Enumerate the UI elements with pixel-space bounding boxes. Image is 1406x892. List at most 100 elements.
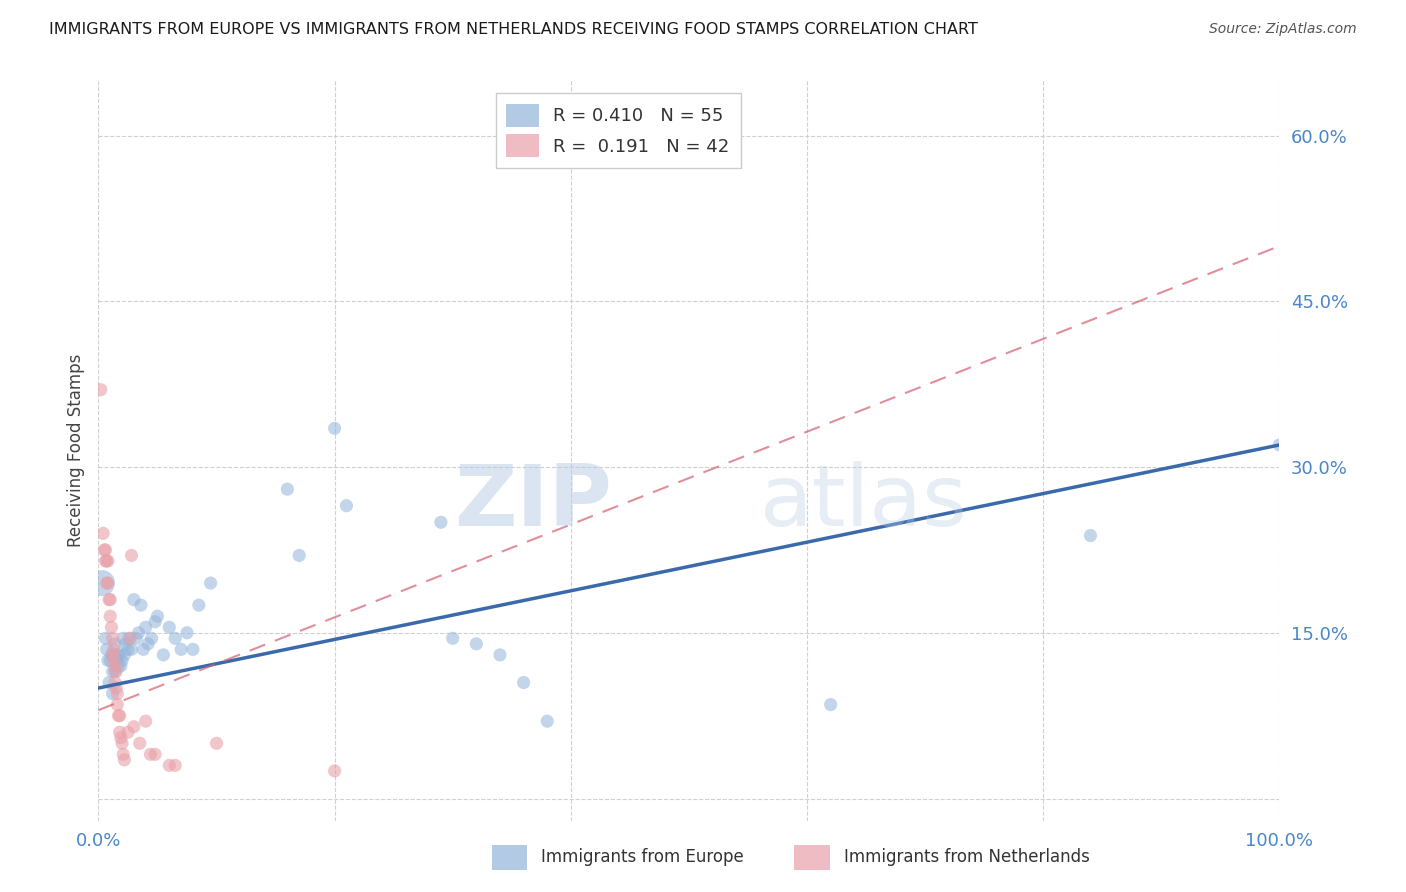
- Point: [112, 753, 135, 767]
- Text: atlas: atlas: [759, 461, 967, 544]
- Point: [97, 554, 120, 568]
- Point: [335, 499, 357, 513]
- Point: [187, 598, 209, 612]
- Point: [110, 731, 132, 745]
- Point: [139, 747, 162, 762]
- Point: [105, 698, 128, 712]
- Point: [112, 747, 135, 762]
- Point: [820, 698, 842, 712]
- Point: [536, 714, 558, 729]
- Point: [1080, 528, 1102, 542]
- Point: [430, 516, 453, 530]
- Point: [136, 637, 159, 651]
- Point: [165, 632, 187, 646]
- Point: [96, 554, 118, 568]
- Point: [108, 725, 131, 739]
- Point: [489, 648, 512, 662]
- Point: [97, 576, 120, 591]
- Point: [276, 482, 298, 496]
- Point: [94, 542, 117, 557]
- Point: [128, 736, 150, 750]
- Text: IMMIGRANTS FROM EUROPE VS IMMIGRANTS FROM NETHERLANDS RECEIVING FOOD STAMPS CORR: IMMIGRANTS FROM EUROPE VS IMMIGRANTS FRO…: [49, 22, 979, 37]
- Point: [105, 653, 128, 667]
- Point: [107, 659, 129, 673]
- Point: [122, 720, 145, 734]
- Point: [135, 620, 157, 634]
- Point: [108, 648, 131, 662]
- Point: [132, 642, 155, 657]
- Point: [323, 421, 346, 435]
- Y-axis label: Receiving Food Stamps: Receiving Food Stamps: [66, 354, 84, 547]
- Point: [93, 542, 115, 557]
- Point: [91, 526, 114, 541]
- Point: [101, 687, 124, 701]
- Text: Immigrants from Netherlands: Immigrants from Netherlands: [844, 848, 1090, 866]
- Point: [114, 637, 136, 651]
- Point: [157, 758, 180, 772]
- Point: [181, 642, 204, 657]
- Point: [121, 549, 143, 563]
- Point: [108, 708, 131, 723]
- Point: [288, 549, 311, 563]
- Point: [100, 620, 122, 634]
- Point: [128, 625, 150, 640]
- Point: [146, 609, 169, 624]
- Point: [1268, 438, 1291, 452]
- Point: [104, 637, 127, 651]
- Point: [122, 592, 145, 607]
- Point: [104, 659, 127, 673]
- Point: [98, 592, 121, 607]
- Point: [100, 648, 122, 662]
- Point: [200, 576, 222, 591]
- Point: [125, 632, 148, 646]
- Point: [103, 642, 125, 657]
- Point: [143, 615, 166, 629]
- Point: [117, 642, 139, 657]
- Point: [101, 665, 124, 679]
- Point: [111, 736, 134, 750]
- Point: [135, 714, 157, 729]
- Point: [98, 675, 121, 690]
- Point: [111, 653, 134, 667]
- Point: [98, 653, 121, 667]
- Point: [98, 609, 121, 624]
- Point: [205, 736, 228, 750]
- Text: Source: ZipAtlas.com: Source: ZipAtlas.com: [1209, 22, 1357, 37]
- Point: [129, 598, 152, 612]
- Point: [96, 642, 118, 657]
- Point: [441, 632, 464, 646]
- Text: Immigrants from Europe: Immigrants from Europe: [541, 848, 744, 866]
- Point: [141, 632, 163, 646]
- Point: [112, 632, 135, 646]
- Text: ZIP: ZIP: [454, 461, 612, 544]
- Point: [512, 675, 534, 690]
- Point: [96, 576, 118, 591]
- Point: [112, 648, 135, 662]
- Point: [94, 554, 117, 568]
- Point: [120, 632, 142, 646]
- Point: [104, 675, 127, 690]
- Point: [101, 648, 124, 662]
- Point: [105, 648, 128, 662]
- Point: [143, 747, 166, 762]
- Point: [465, 637, 488, 651]
- Point: [103, 653, 125, 667]
- Point: [91, 576, 114, 591]
- Point: [157, 620, 180, 634]
- Point: [176, 625, 198, 640]
- Point: [152, 648, 174, 662]
- Point: [98, 592, 121, 607]
- Point: [94, 632, 117, 646]
- Point: [107, 708, 129, 723]
- Point: [121, 642, 143, 657]
- Point: [165, 758, 187, 772]
- Legend: R = 0.410   N = 55, R =  0.191   N = 42: R = 0.410 N = 55, R = 0.191 N = 42: [496, 93, 741, 169]
- Point: [105, 681, 128, 695]
- Point: [105, 665, 128, 679]
- Point: [170, 642, 193, 657]
- Point: [105, 687, 128, 701]
- Point: [103, 648, 125, 662]
- Point: [110, 659, 132, 673]
- Point: [90, 383, 112, 397]
- Point: [101, 632, 124, 646]
